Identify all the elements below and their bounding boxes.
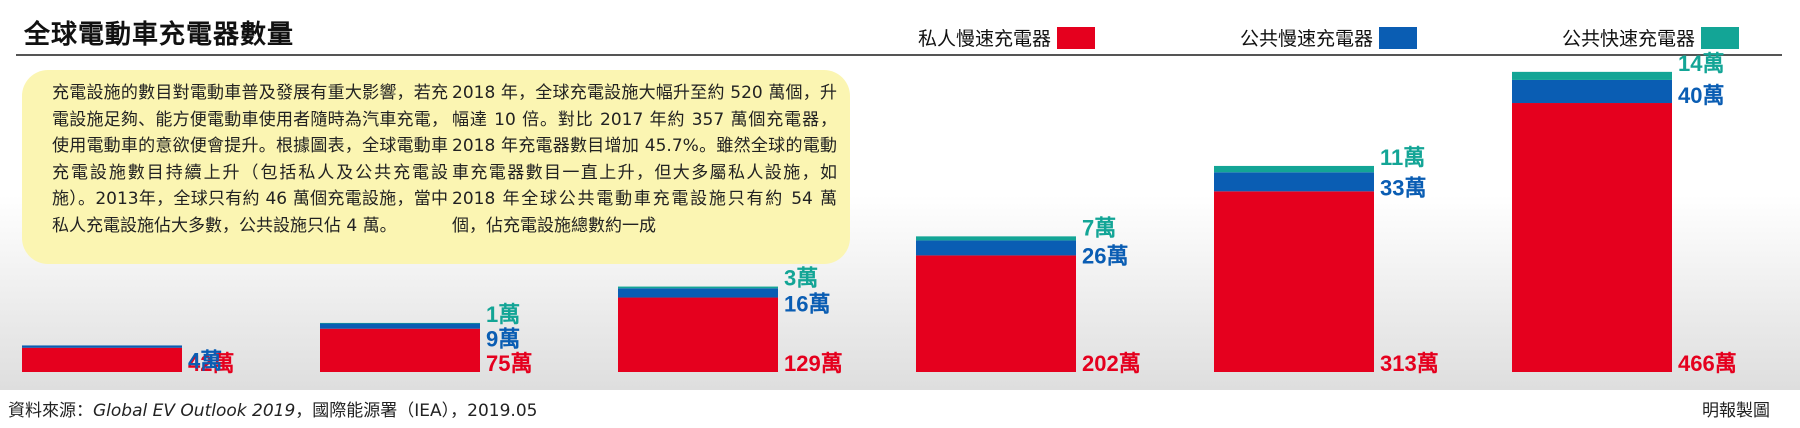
bar-segment-private_slow-2 (618, 297, 778, 372)
data-label-public-slow-3: 26萬 (1082, 243, 1128, 268)
credit-note: 明報製圖 (1702, 401, 1770, 421)
data-label-private-slow-3: 202萬 (1082, 351, 1141, 376)
explanation-box: 充電設施的數目對電動車普及發展有重大影響，若充電設施足夠、能方便電動車使用者隨時… (22, 70, 850, 264)
bar-segment-private_slow-1 (320, 328, 480, 372)
data-label-public-fast-4: 11萬 (1380, 145, 1425, 170)
source-note: 資料來源：Global EV Outlook 2019，國際能源署（IEA），2… (8, 396, 537, 421)
data-label-private-slow-0: 42萬 (188, 351, 234, 376)
legend-item-public-fast: 公共快速充電器 (1562, 24, 1740, 51)
data-label-private-slow-5: 466萬 (1678, 351, 1737, 376)
bar-segment-private_slow-5 (1512, 103, 1672, 373)
bar-segment-public_slow-5 (1512, 79, 1672, 104)
legend-label-public-slow: 公共慢速充電器 (1240, 28, 1374, 50)
bar-segment-public_slow-0 (22, 345, 182, 348)
bar-segment-private_slow-4 (1214, 191, 1374, 372)
data-label-private-slow-1: 75萬 (486, 351, 532, 376)
bar-segment-public_fast-4 (1214, 165, 1374, 173)
bar-segment-public_fast-5 (1512, 71, 1672, 80)
bar-segment-private_slow-3 (916, 255, 1076, 372)
data-label-private-slow-2: 129萬 (784, 351, 843, 376)
chart-title: 全球電動車充電器數量 (24, 20, 295, 50)
data-label-public-slow-1: 9萬 (486, 327, 520, 352)
explanation-paragraph-2: 2018 年，全球充電設施大幅升至約 520 萬個，升幅達 10 倍。對比 20… (452, 83, 837, 236)
bar-segment-public_fast-2 (618, 286, 778, 289)
data-label-public-fast-3: 7萬 (1082, 215, 1116, 240)
source-suffix: ，國際能源署（IEA），2019.05 (295, 401, 538, 421)
bar-segment-public_slow-1 (320, 323, 480, 329)
legend-swatch-public-fast (1701, 26, 1740, 49)
legend-swatch-public-slow (1379, 26, 1418, 49)
legend-item-private-slow: 私人慢速充電器 (918, 24, 1096, 51)
legend-label-public-fast: 公共快速充電器 (1562, 28, 1696, 50)
bar-segment-public_slow-2 (618, 288, 778, 298)
source-prefix: 資料來源： (8, 401, 93, 421)
data-label-public-slow-0: 4萬 (188, 348, 222, 373)
bar-segment-public_fast-3 (916, 236, 1076, 241)
title-divider (16, 54, 1782, 56)
data-label-public-fast-5: 14萬 (1678, 51, 1724, 76)
legend-swatch-private-slow (1057, 26, 1096, 49)
data-label-public-fast-1: 1萬 (486, 302, 520, 327)
bar-segment-public_fast-1 (320, 322, 480, 324)
bar-segment-public_slow-4 (1214, 172, 1374, 192)
data-label-public-fast-2: 3萬 (784, 266, 818, 291)
legend-label-private-slow: 私人慢速充電器 (918, 28, 1052, 50)
data-label-public-slow-5: 40萬 (1678, 83, 1724, 108)
bar-segment-private_slow-0 (22, 347, 182, 372)
explanation-paragraph-1: 充電設施的數目對電動車普及發展有重大影響，若充電設施足夠、能方便電動車使用者隨時… (52, 83, 448, 236)
source-title: Global EV Outlook 2019 (93, 401, 296, 421)
bar-segment-public_slow-3 (916, 240, 1076, 256)
data-label-public-slow-2: 16萬 (784, 291, 830, 316)
data-label-public-slow-4: 33萬 (1380, 175, 1426, 200)
data-label-private-slow-4: 313萬 (1380, 351, 1439, 376)
legend-item-public-slow: 公共慢速充電器 (1240, 24, 1418, 51)
